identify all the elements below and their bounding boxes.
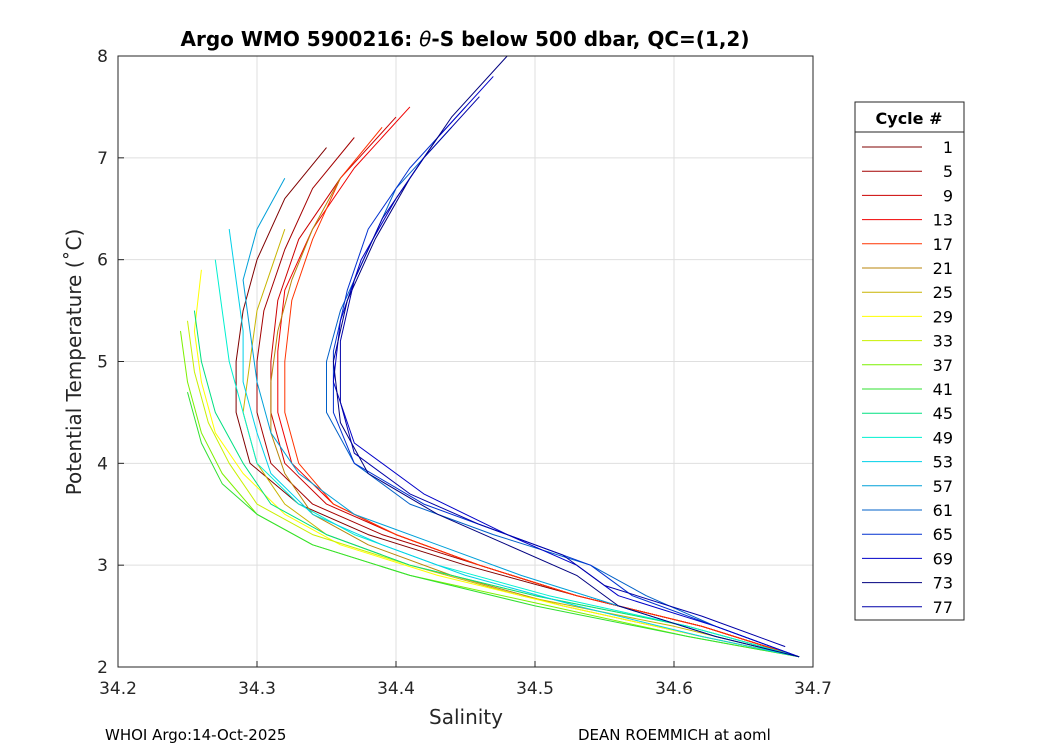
- y-tick-label: 4: [97, 454, 108, 474]
- legend-label-49: 49: [933, 428, 953, 447]
- x-tick-label: 34.4: [377, 679, 415, 699]
- y-tick-label: 3: [97, 556, 108, 576]
- x-axis-ticks: 34.2 34.3 34.4 34.5 34.6 34.7: [99, 661, 832, 699]
- legend-label-33: 33: [933, 332, 953, 351]
- chart-title: Argo WMO 5900216: θ-S below 500 dbar, QC…: [181, 27, 750, 51]
- series-line-cycle-25: [242, 228, 800, 658]
- legend: Cycle # 1 5 9 13 17 21 25 29 33 37 41 45 49 53 57 61 65 6…: [854, 101, 965, 621]
- legend-title: Cycle #: [876, 109, 943, 128]
- x-tick-label: 34.3: [238, 679, 276, 699]
- legend-label-53: 53: [933, 453, 953, 472]
- series-line-cycle-41: [187, 391, 800, 658]
- y-tick-label: 7: [97, 149, 108, 169]
- legend-label-77: 77: [933, 598, 953, 617]
- legend-label-57: 57: [933, 477, 953, 496]
- legend-label-41: 41: [933, 380, 953, 399]
- legend-label-45: 45: [933, 404, 953, 423]
- legend-label-1: 1: [943, 138, 953, 157]
- series-line-cycle-17: [284, 126, 800, 658]
- series-line-cycle-77: [339, 96, 786, 648]
- legend-label-29: 29: [933, 307, 953, 326]
- y-axis-ticks: 2 3 4 5 6 7 8: [97, 47, 124, 678]
- y-tick-label: 6: [97, 251, 108, 271]
- legend-label-61: 61: [933, 501, 953, 520]
- y-tick-label: 5: [97, 353, 108, 373]
- y-axis-label: Potential Temperature (˚C): [62, 229, 86, 496]
- y-tick-label: 8: [97, 47, 108, 67]
- series-lines: [180, 55, 800, 658]
- x-tick-label: 34.7: [794, 679, 832, 699]
- x-axis-label: Salinity: [429, 705, 503, 729]
- legend-label-73: 73: [933, 574, 953, 593]
- series-line-cycle-53: [228, 229, 800, 658]
- legend-label-37: 37: [933, 356, 953, 375]
- series-line-cycle-45: [193, 310, 800, 658]
- legend-entries: 1 5 9 13 17 21 25 29 33 37 41 45 49 53 57 61 65 69 73 77: [862, 138, 953, 617]
- x-tick-label: 34.2: [99, 679, 137, 699]
- y-tick-label: 2: [97, 658, 108, 678]
- legend-label-9: 9: [943, 186, 953, 205]
- footer-right: DEAN ROEMMICH at aoml: [578, 726, 771, 744]
- x-tick-label: 34.6: [655, 679, 693, 699]
- legend-label-17: 17: [933, 235, 953, 254]
- series-line-cycle-65: [332, 106, 800, 658]
- legend-label-5: 5: [943, 162, 953, 181]
- legend-label-69: 69: [933, 549, 953, 568]
- legend-label-65: 65: [933, 525, 953, 544]
- footer-left: WHOI Argo:14-Oct-2025: [105, 726, 286, 744]
- legend-label-13: 13: [933, 211, 953, 230]
- x-tick-label: 34.5: [516, 679, 554, 699]
- series-line-cycle-49: [214, 259, 800, 658]
- series-line-cycle-29: [193, 269, 800, 658]
- legend-box: [854, 101, 965, 621]
- legend-label-21: 21: [933, 259, 953, 278]
- series-line-cycle-73: [332, 55, 800, 658]
- legend-label-25: 25: [933, 283, 953, 302]
